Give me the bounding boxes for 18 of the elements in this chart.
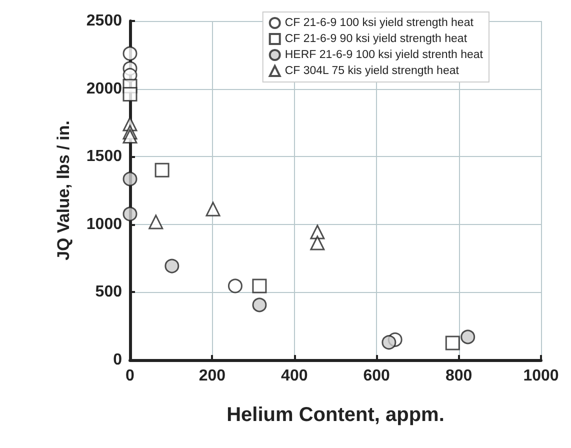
y-axis-title: JQ Value, lbs / in.	[54, 120, 73, 260]
x-tick-label: 200	[198, 368, 226, 384]
legend-label: CF 21-6-9 90 ksi yield strength heat	[284, 33, 468, 45]
x-tick-label: 1000	[523, 368, 559, 384]
y-tick-label: 1000	[86, 216, 122, 233]
legend-label: CF 304L 75 kis yield strength heat	[284, 65, 460, 77]
x-tick-label: 600	[363, 368, 390, 384]
x-axis-title: Helium Content, appm.	[226, 404, 444, 426]
y-tick-label: 2000	[86, 80, 122, 98]
x-tick-label: 400	[281, 368, 308, 384]
y-tick-label: 500	[95, 284, 122, 301]
x-tick-label: 800	[445, 368, 472, 384]
y-tick-label: 0	[113, 352, 122, 368]
legend-label: HERF 21-6-9 100 ksi yield strenth heat	[284, 49, 484, 61]
y-tick-label: 2500	[86, 12, 122, 30]
x-tick-label: 0	[126, 368, 135, 384]
legend-label: CF 21-6-9 100 ksi yield strength heat	[284, 17, 474, 29]
y-tick-label: 1500	[86, 148, 122, 166]
